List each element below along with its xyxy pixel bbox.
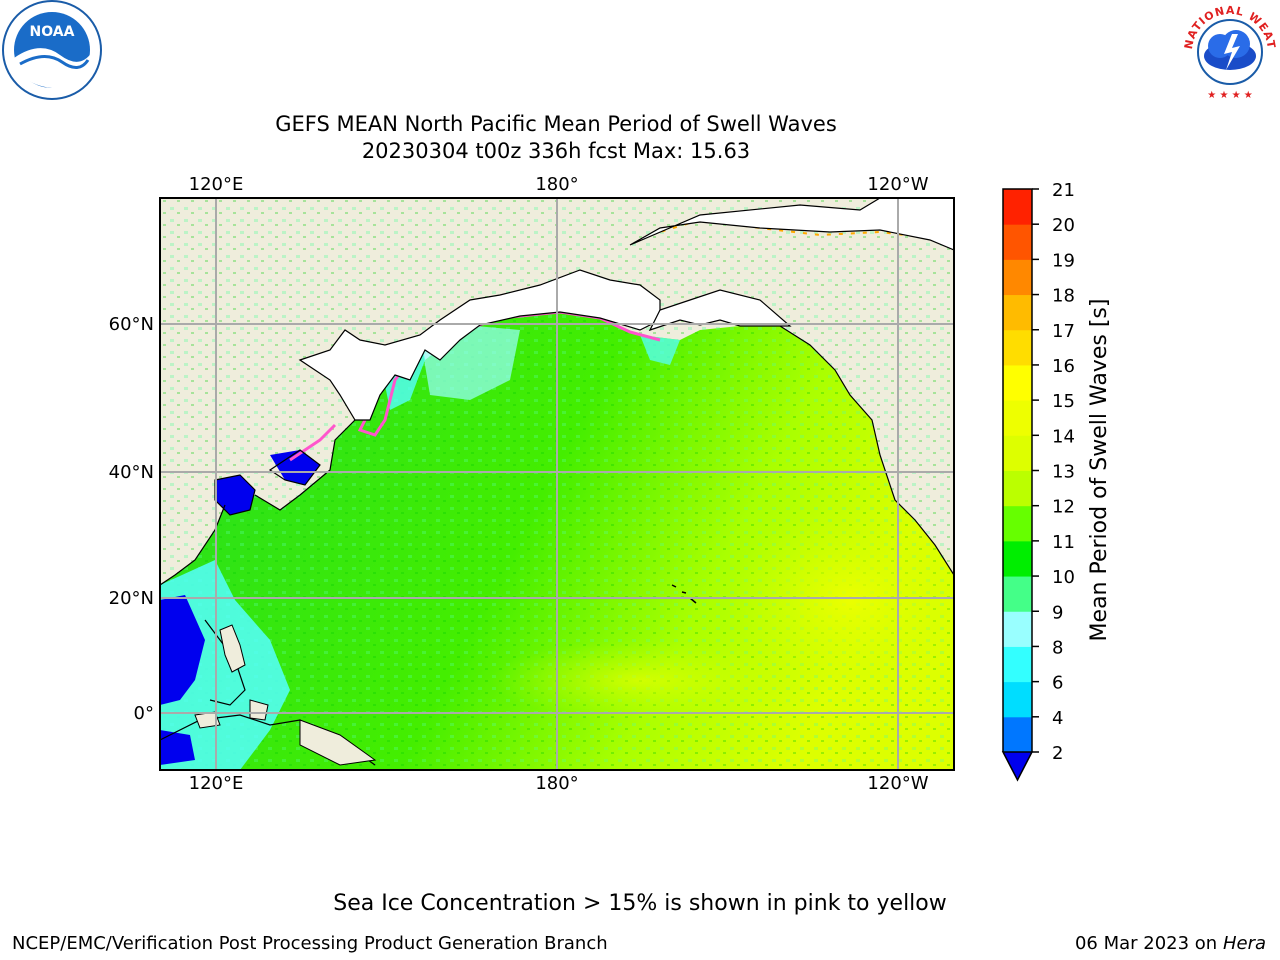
colorbar-tick-label: 4 xyxy=(1052,708,1063,729)
colorbar-tick-label: 18 xyxy=(1052,286,1075,307)
graticule xyxy=(160,198,954,770)
deep-blue-seas xyxy=(160,450,320,765)
colorbar-segment xyxy=(1003,611,1032,647)
nws-logo: NATIONAL WEATHER SERVICE ★ ★ ★ ★ xyxy=(1171,0,1280,108)
date-text: 06 Mar 2023 on xyxy=(1074,933,1218,954)
colorbar-segment xyxy=(1003,435,1032,471)
lon-label-bottom-120w: 120°W xyxy=(867,773,928,794)
siberia-land xyxy=(298,269,661,421)
colorbar-segment xyxy=(1003,716,1032,753)
map-panel xyxy=(160,198,954,770)
alaska-land xyxy=(629,198,954,251)
colorbar-tick-label: 21 xyxy=(1052,180,1075,201)
colorbar-segment xyxy=(1003,189,1032,225)
colorbar-tick-label: 6 xyxy=(1052,673,1063,694)
colorbar-tick-label: 16 xyxy=(1052,356,1075,377)
colorbar-label: Mean Period of Swell Waves [s] xyxy=(1087,299,1112,642)
credit-line: NCEP/EMC/Verification Post Processing Pr… xyxy=(12,933,608,954)
colorbar: 2 4 6 8 9 10 11 12 13 14 15 16 17 18 19 20 21 xyxy=(1001,180,1075,782)
colorbar-segment xyxy=(1003,470,1032,507)
colorbar-tick-label: 8 xyxy=(1052,637,1063,658)
colorbar-segment xyxy=(1003,294,1032,331)
lon-label-top-180: 180° xyxy=(535,174,578,195)
colorbar-segment xyxy=(1003,364,1032,401)
colorbar-tick-label: 19 xyxy=(1052,250,1075,271)
noaa-logo-text: NOAA xyxy=(30,24,75,40)
colorbar-tick-label: 14 xyxy=(1052,426,1075,447)
sea-ice-note: Sea Ice Concentration > 15% is shown in … xyxy=(333,891,947,916)
lat-label-20n: 20°N xyxy=(109,588,154,609)
colorbar-segment xyxy=(1003,259,1032,296)
colorbar-tick-label: 2 xyxy=(1052,743,1063,764)
colorbar-tick-label: 10 xyxy=(1052,567,1075,588)
colorbar-segment xyxy=(1003,540,1032,577)
colorbar-segment xyxy=(1003,646,1032,683)
colorbar-tick-label: 17 xyxy=(1052,321,1075,342)
lat-label-40n: 40°N xyxy=(109,462,154,483)
colorbar-segment xyxy=(1003,224,1032,260)
colorbar-tick-label: 13 xyxy=(1052,462,1075,483)
lon-label-bottom-120e: 120°E xyxy=(189,773,244,794)
lat-label-60n: 60°N xyxy=(109,314,154,335)
colorbar-tick-label: 9 xyxy=(1052,602,1063,623)
map-border xyxy=(159,197,955,771)
machine-name: Hera xyxy=(1222,933,1266,954)
noaa-logo: NOAA xyxy=(0,0,110,110)
date-line: 06 Mar 2023 on Hera xyxy=(1075,933,1266,954)
svg-text:★ ★ ★ ★: ★ ★ ★ ★ xyxy=(1207,90,1252,101)
lon-label-top-120w: 120°W xyxy=(867,174,928,195)
colorbar-tick-label: 12 xyxy=(1052,497,1075,518)
coastlines xyxy=(160,325,954,766)
colorbar-segment xyxy=(1003,505,1032,542)
colorbar-segment xyxy=(1003,576,1032,612)
colorbar-under-triangle xyxy=(1001,751,1034,782)
lat-label-0: 0° xyxy=(134,703,154,724)
lon-label-top-120e: 120°E xyxy=(189,174,244,195)
colorbar-tick-label: 11 xyxy=(1052,532,1075,553)
plot-title: GEFS MEAN North Pacific Mean Period of S… xyxy=(275,112,837,136)
colorbar-tick-label: 20 xyxy=(1052,215,1075,236)
colorbar-segment xyxy=(1003,329,1032,366)
colorbar-segment xyxy=(1003,400,1032,436)
colorbar-segment xyxy=(1003,681,1032,718)
colorbar-tick-label: 15 xyxy=(1052,391,1075,412)
plot-subtitle: 20230304 t00z 336h fcst Max: 15.63 xyxy=(361,139,751,163)
lon-label-bottom-180: 180° xyxy=(535,773,578,794)
